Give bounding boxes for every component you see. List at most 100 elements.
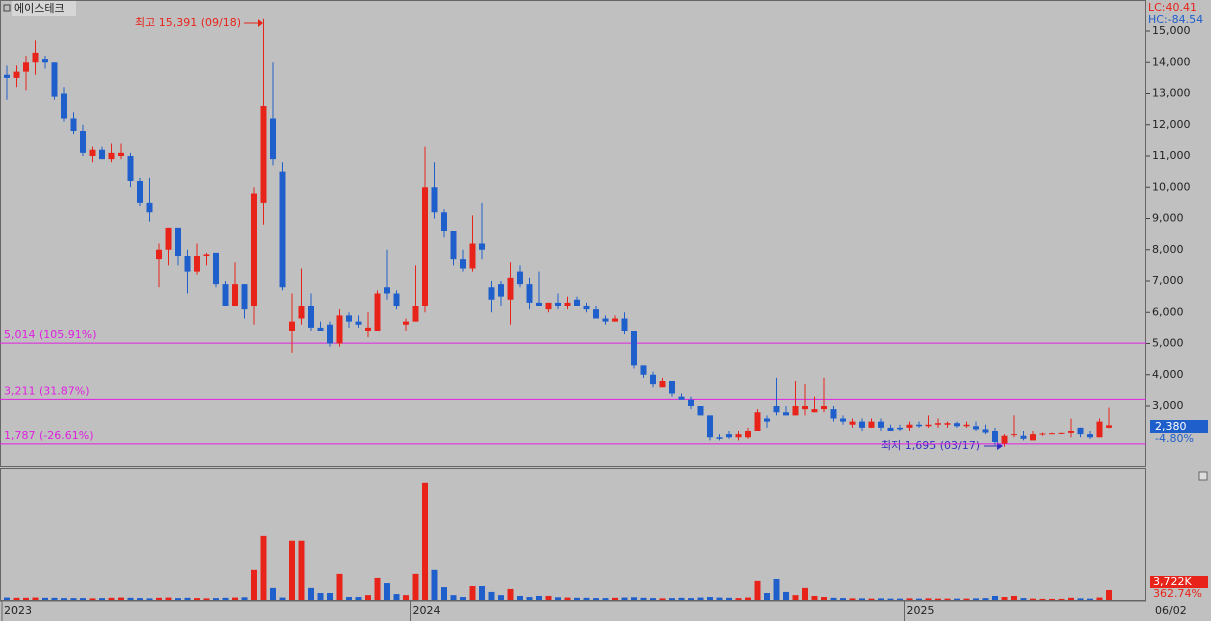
volume-bar [783,591,789,600]
volume-bar [764,592,770,600]
volume-bar [479,585,485,600]
candle-body [175,227,181,256]
panel-icon [3,4,11,12]
volume-bar [916,598,922,600]
candle-body [507,277,514,300]
candle-body [564,302,571,306]
volume-bar [849,598,856,600]
x-tick-label: 2024 [413,604,441,617]
y-tick-label: 9,000 [1152,212,1184,225]
candle-body [849,421,856,425]
candle-body [650,374,656,385]
min-annotation: 최저 1,695 (03/17) [881,439,980,452]
candle-body [23,62,29,72]
volume-bar [517,595,523,600]
candle-body [469,243,476,269]
candle-body [1096,421,1103,438]
volume-bar [1001,597,1008,600]
candle-body [593,309,599,319]
close-icon [1198,471,1208,481]
candle-body [716,437,723,439]
volume-bar [678,597,685,600]
volume-bar [308,587,314,600]
candle-body [479,243,485,250]
candle-body [583,306,590,310]
candle-body [260,106,267,203]
volume-bar [545,595,552,600]
candle-body [821,406,827,410]
volume-bar [108,597,115,600]
volume-bar [469,585,476,600]
candle-body [1087,434,1093,438]
candle-body [963,424,970,427]
max-arrowhead [258,19,263,27]
y-tick-label: 5,000 [1152,337,1184,350]
volume-bar [146,598,153,600]
candle-body [232,284,238,306]
volume-bar [944,598,951,600]
volume-bar [431,569,438,600]
candle-body [422,187,428,306]
candle-body [146,202,153,213]
y-tick-label: 10,000 [1152,180,1191,193]
candle-body [764,418,770,422]
volume-bar [1068,597,1074,600]
volume-bar [526,597,533,600]
candle-body [887,427,894,431]
candle-body [1020,435,1027,439]
volume-bar [222,597,229,600]
volume-bar [878,598,884,600]
candle-body [42,59,48,63]
candle-body [640,365,647,375]
candle-body [707,415,713,438]
candle-body [631,331,637,366]
candle-body [783,412,789,416]
volume-bar [498,595,504,600]
candle-body [317,327,324,331]
volume-bar [393,594,400,600]
last-volume: 3,722K [1153,575,1192,588]
volume-bar [441,587,447,600]
candle-body [156,249,162,260]
candle-body [574,299,580,306]
volume-bar [735,598,742,600]
volume-bar [260,535,267,600]
y-tick-label: 6,000 [1152,305,1184,318]
candle-body [184,256,191,272]
volume-bar [279,597,286,600]
change: -4.80% [1155,432,1194,445]
volume-bar [289,540,295,600]
candle-body [70,118,77,131]
candle-body [431,187,438,213]
candle-body [944,423,951,425]
candle-body [51,62,58,97]
volume-bar [1077,598,1084,600]
candle-body [32,52,39,63]
volume-bar [1039,598,1046,600]
volume-bar [194,598,200,600]
candle-body [792,406,799,416]
indicator: HC:-84.54 [1148,13,1203,26]
volume-bar [1106,589,1112,600]
candle-body [906,424,913,428]
candle-body [688,399,694,406]
candle-body [118,152,124,156]
volume-bar [612,597,618,600]
candle-body [754,412,761,431]
candle-body [526,284,533,303]
candle-body [973,426,979,430]
title-box [12,1,76,16]
volume-bar [336,573,343,600]
candle-body [992,431,998,442]
y-tick-label: 3,000 [1152,399,1184,412]
y-tick-label: 14,000 [1152,55,1191,68]
level-label: 1,787 (-26.61%) [4,429,93,442]
candle-body [127,156,134,181]
candle-body [194,256,200,272]
candle-body [612,318,618,322]
volume-bar [536,595,542,600]
volume-bar [42,597,48,600]
candle-body [1077,427,1084,435]
candle-body [517,271,523,285]
